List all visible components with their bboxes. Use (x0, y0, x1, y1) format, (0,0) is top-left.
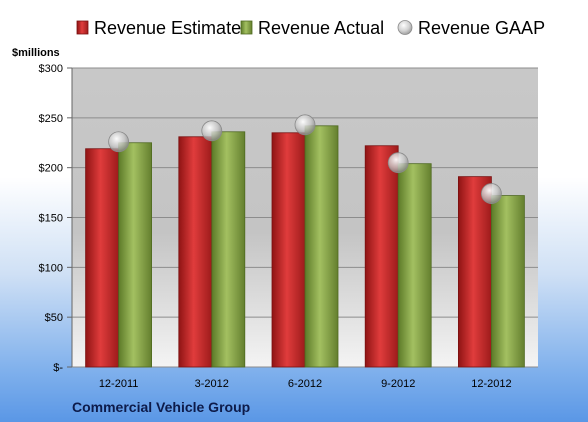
y-tick-label: $150 (39, 213, 63, 225)
y-tick-label: $50 (45, 312, 63, 324)
bar-revenue-actual (118, 142, 152, 368)
y-axis-ticks: $- $50 $100 $150 $200 $250 $300 (39, 63, 73, 374)
legend-label-revenue-actual: Revenue Actual (258, 18, 384, 38)
marker-revenue-gaap (294, 114, 316, 136)
gaap-markers (108, 114, 502, 204)
marker-revenue-gaap (480, 183, 502, 204)
y-tick-label: $200 (39, 163, 63, 175)
marker-revenue-gaap (387, 152, 409, 174)
bar-revenue-actual (397, 163, 432, 368)
legend-marker-revenue-gaap (397, 20, 413, 35)
x-tick-label: 6-2012 (288, 378, 322, 390)
legend-label-revenue-estimate: Revenue Estimate (94, 18, 241, 38)
marker-revenue-gaap (201, 120, 223, 142)
y-tick-label: $- (53, 362, 63, 374)
bar-revenue-estimate (364, 145, 399, 368)
bars (85, 125, 525, 368)
marker-revenue-gaap (108, 131, 129, 153)
y-axis-unit-label: $millions (12, 47, 60, 59)
bar-revenue-estimate (271, 132, 306, 368)
legend-swatch-revenue-actual (240, 20, 253, 35)
legend-swatch-revenue-estimate (76, 20, 89, 35)
x-tick-label: 9-2012 (381, 378, 415, 390)
x-tick-label: 12-2011 (99, 378, 139, 390)
x-tick-label: 12-2012 (471, 378, 511, 390)
legend: Revenue Estimate Revenue Actual Revenue … (76, 18, 545, 38)
bar-revenue-estimate (457, 176, 492, 368)
bar-revenue-estimate (178, 136, 213, 368)
y-tick-label: $100 (39, 262, 63, 274)
bar-revenue-actual (490, 195, 525, 368)
y-tick-label: $250 (39, 113, 63, 125)
x-axis-ticks: 12-2011 3-2012 6-2012 9-2012 12-2012 (99, 378, 512, 390)
x-tick-label: 3-2012 (195, 378, 229, 390)
bar-revenue-estimate (85, 148, 119, 368)
bar-revenue-actual (211, 131, 246, 368)
bar-revenue-actual (304, 125, 339, 368)
y-tick-label: $300 (39, 63, 63, 75)
legend-label-revenue-gaap: Revenue GAAP (418, 18, 545, 38)
company-name: Commercial Vehicle Group (72, 399, 250, 415)
